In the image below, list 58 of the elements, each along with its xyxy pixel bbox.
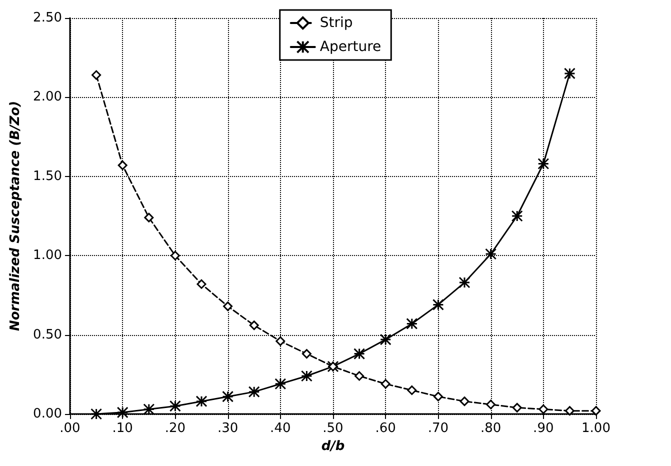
y-tick-label: 1.00 (33, 248, 62, 264)
point (512, 402, 522, 412)
x-tick-label: .00 (60, 421, 80, 436)
x-tick-label: .60 (375, 421, 396, 436)
point (92, 70, 102, 80)
point (222, 390, 234, 402)
x-tick-label: .30 (217, 421, 238, 436)
y-axis-title: Normalized Susceptance (B/Zo) (8, 100, 23, 332)
point (118, 160, 128, 170)
point (407, 385, 417, 395)
point (432, 298, 444, 310)
x-tick-label: .20 (164, 421, 186, 436)
point (538, 404, 548, 414)
legend-label: Aperture (320, 39, 382, 55)
point (406, 318, 418, 330)
point (538, 158, 550, 170)
point (354, 348, 366, 360)
point (223, 302, 233, 312)
x-tick-label: .90 (533, 421, 554, 436)
point (90, 408, 102, 420)
x-tick-label: .50 (322, 421, 344, 436)
point (144, 212, 154, 222)
point (460, 396, 470, 406)
x-axis-title: d/b (321, 439, 345, 454)
point (196, 279, 206, 289)
point (196, 396, 208, 408)
point (300, 370, 312, 382)
point (433, 392, 443, 402)
x-tick-label: .40 (270, 421, 291, 436)
y-tick-label: 2.00 (33, 90, 62, 105)
point (380, 379, 390, 389)
point (249, 320, 259, 330)
point (302, 349, 312, 359)
point (143, 404, 155, 415)
point (170, 250, 180, 260)
y-tick-label: 0.50 (33, 327, 62, 342)
point (354, 371, 364, 381)
legend-label: Strip (320, 15, 353, 31)
point (276, 336, 286, 346)
point (116, 406, 128, 418)
y-tick-label: 0.00 (33, 406, 62, 422)
point (380, 334, 392, 346)
point (248, 386, 260, 398)
x-tick-label: .80 (480, 421, 502, 436)
point (564, 406, 574, 416)
point (486, 400, 496, 410)
x-tick-label: .70 (428, 421, 449, 436)
x-tick-label: .10 (112, 421, 133, 436)
y-tick-label: 2.50 (33, 10, 62, 26)
x-tick-label: 1.00 (582, 421, 610, 436)
point (511, 210, 523, 222)
point (591, 406, 601, 416)
point (169, 400, 181, 412)
point (485, 248, 497, 260)
y-tick-label: 1.50 (33, 168, 62, 184)
point (274, 378, 286, 390)
point (564, 68, 576, 80)
point (458, 276, 470, 288)
